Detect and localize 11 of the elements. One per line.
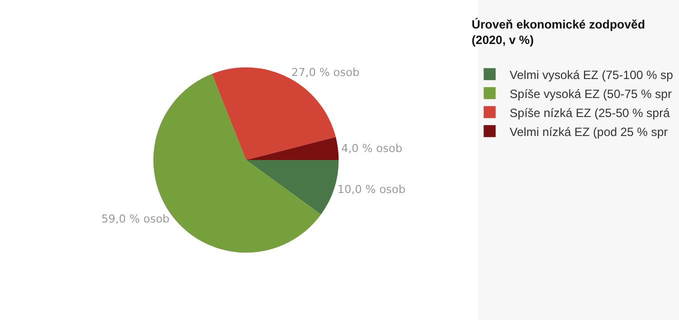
data-label: 27,0 % osob xyxy=(291,66,360,79)
legend-label: Spíše vysoká EZ (50-75 % spr xyxy=(510,86,672,101)
legend-label: Velmi nízká EZ (pod 25 % spr xyxy=(510,124,668,139)
legend-label: Spíše nízká EZ (25-50 % sprá xyxy=(510,106,670,120)
pie-slice xyxy=(246,160,339,214)
legend-label: Velmi vysoká EZ (75-100 % sp xyxy=(510,68,674,82)
data-label: 59,0 % osob xyxy=(101,212,170,226)
data-label: 10,0 % osob xyxy=(337,182,406,196)
legend-title: Úroveň ekonomické zodpověd (2020, v %) xyxy=(472,17,646,47)
data-label: 4,0 % osob xyxy=(341,142,402,155)
pie-slice xyxy=(246,136,339,160)
